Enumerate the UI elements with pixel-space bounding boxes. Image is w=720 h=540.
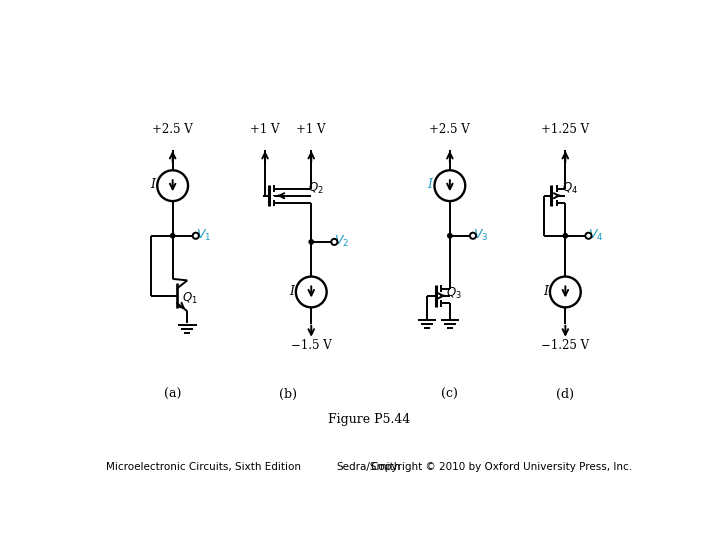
Circle shape xyxy=(470,233,476,239)
Circle shape xyxy=(563,234,567,238)
Text: $Q_2$: $Q_2$ xyxy=(308,181,324,197)
Text: $Q_4$: $Q_4$ xyxy=(562,181,578,197)
Text: +1 V: +1 V xyxy=(251,123,280,136)
Text: (b): (b) xyxy=(279,388,297,401)
Text: $Q_1$: $Q_1$ xyxy=(182,291,198,306)
Text: +2.5 V: +2.5 V xyxy=(429,123,470,136)
Circle shape xyxy=(171,234,175,238)
Text: $V_1$: $V_1$ xyxy=(196,227,211,242)
Text: (c): (c) xyxy=(441,388,459,401)
Text: I: I xyxy=(543,286,548,299)
Text: Figure P5.44: Figure P5.44 xyxy=(328,413,410,426)
Circle shape xyxy=(331,239,338,245)
Text: $V_2$: $V_2$ xyxy=(335,234,350,249)
Text: (d): (d) xyxy=(557,388,575,401)
Text: Copyright © 2010 by Oxford University Press, Inc.: Copyright © 2010 by Oxford University Pr… xyxy=(372,462,632,472)
Circle shape xyxy=(448,234,452,238)
Text: Sedra/Smith: Sedra/Smith xyxy=(337,462,401,472)
Text: −1.25 V: −1.25 V xyxy=(541,339,590,353)
Text: +2.5 V: +2.5 V xyxy=(152,123,193,136)
Text: +1.25 V: +1.25 V xyxy=(541,123,590,136)
Text: $V_4$: $V_4$ xyxy=(588,227,604,242)
Text: (a): (a) xyxy=(164,388,181,401)
Text: $Q_3$: $Q_3$ xyxy=(446,286,462,301)
Text: I: I xyxy=(428,178,432,191)
Text: Microelectronic Circuits, Sixth Edition: Microelectronic Circuits, Sixth Edition xyxy=(106,462,301,472)
Text: −1.5 V: −1.5 V xyxy=(291,339,332,353)
Text: +1 V: +1 V xyxy=(297,123,326,136)
Text: I: I xyxy=(150,178,155,191)
Circle shape xyxy=(309,240,313,244)
Text: I: I xyxy=(289,286,294,299)
Text: $V_3$: $V_3$ xyxy=(473,227,488,242)
Circle shape xyxy=(585,233,592,239)
Circle shape xyxy=(193,233,199,239)
